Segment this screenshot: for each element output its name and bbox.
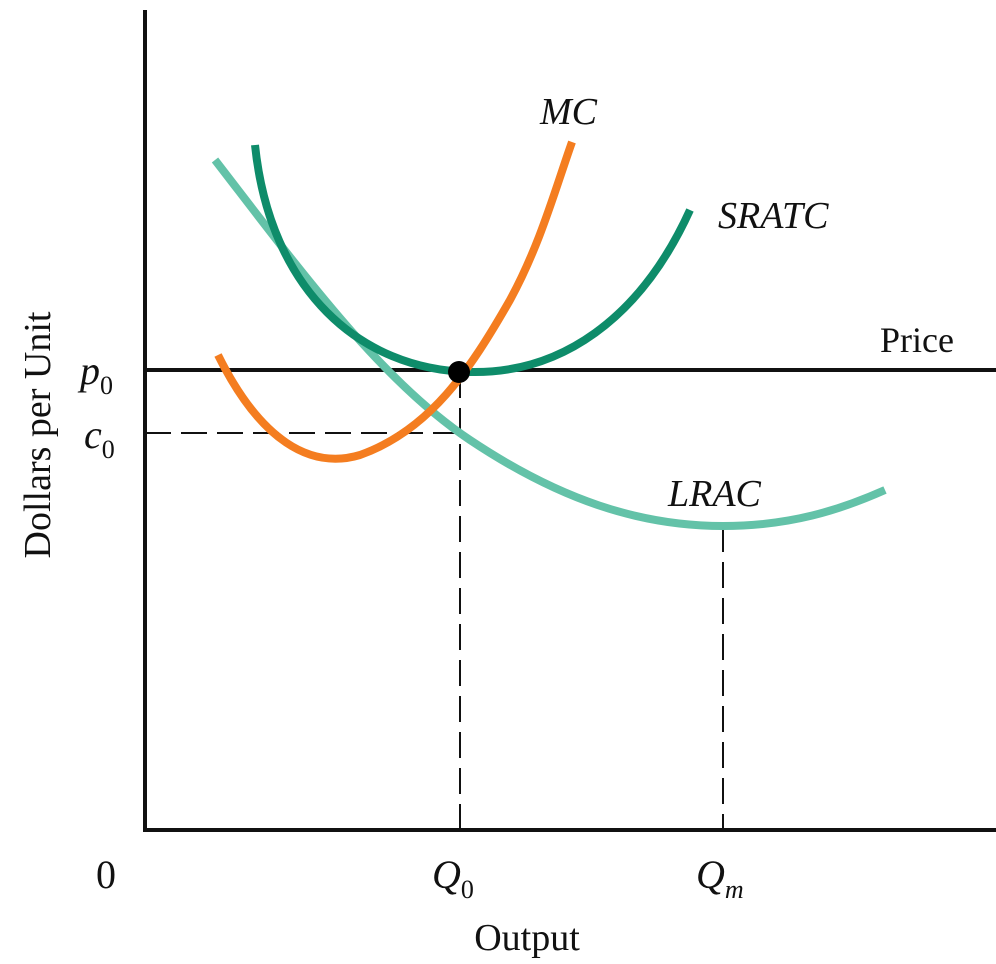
x-tick-q0-sub: 0 xyxy=(461,875,474,904)
y-tick-label-c0: c0 xyxy=(84,412,115,464)
series-label-mc: MC xyxy=(539,91,598,133)
series-label-lrac: LRAC xyxy=(667,473,762,515)
y-axis-title: Dollars per Unit xyxy=(17,311,59,558)
x-tick-label-qm: Qm xyxy=(696,852,744,904)
y-tick-label-p0: p0 xyxy=(77,348,113,400)
y-tick-c0-base: c xyxy=(84,412,102,457)
origin-label: 0 xyxy=(96,852,116,897)
sratc-curve xyxy=(255,145,690,372)
y-tick-c0-sub: 0 xyxy=(102,435,115,464)
x-tick-label-q0: Q0 xyxy=(432,852,474,904)
x-tick-q0-base: Q xyxy=(432,852,461,897)
x-axis-title: Output xyxy=(474,917,580,959)
mc-curve xyxy=(218,142,572,459)
y-tick-p0-sub: 0 xyxy=(100,371,113,400)
x-tick-qm-base: Q xyxy=(696,852,725,897)
series-label-price: Price xyxy=(880,320,954,360)
equilibrium-point xyxy=(448,361,470,383)
x-tick-qm-sub: m xyxy=(725,875,744,904)
y-tick-p0-base: p xyxy=(77,348,100,393)
series-label-sratc: SRATC xyxy=(718,195,829,237)
